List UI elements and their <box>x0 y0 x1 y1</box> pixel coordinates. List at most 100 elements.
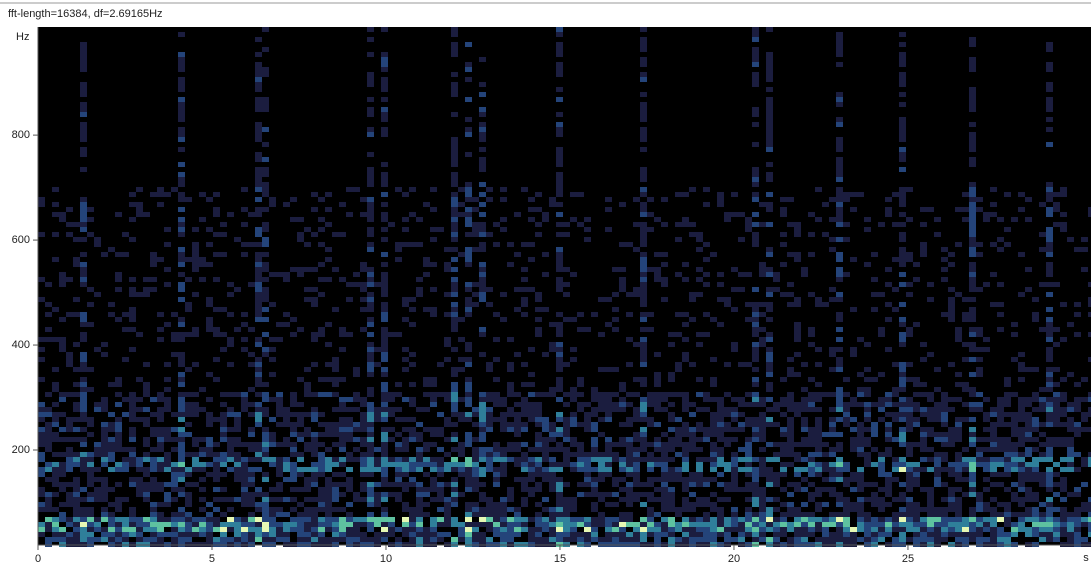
texture-cell <box>472 477 479 482</box>
texture-cell <box>381 412 388 417</box>
texture-cell <box>794 232 801 237</box>
texture-cell <box>80 527 87 532</box>
texture-cell <box>451 177 458 182</box>
texture-cell <box>948 302 955 307</box>
texture-cell <box>192 522 199 527</box>
texture-cell <box>605 517 612 522</box>
texture-cell <box>843 502 850 507</box>
texture-cell <box>528 217 535 222</box>
texture-cell <box>185 392 192 397</box>
texture-cell <box>829 462 836 467</box>
texture-cell <box>234 417 241 422</box>
texture-cell <box>682 217 689 222</box>
texture-cell <box>556 97 563 102</box>
texture-cell <box>717 472 724 477</box>
texture-cell <box>689 507 696 512</box>
texture-cell <box>416 447 423 452</box>
texture-cell <box>234 452 241 457</box>
texture-cell <box>178 412 185 417</box>
texture-cell <box>416 462 423 467</box>
texture-cell <box>248 492 255 497</box>
texture-cell <box>325 537 332 542</box>
texture-cell <box>108 487 115 492</box>
texture-cell <box>178 427 185 432</box>
texture-cell <box>59 512 66 517</box>
texture-cell <box>703 497 710 502</box>
texture-cell <box>325 512 332 517</box>
texture-cell <box>689 432 696 437</box>
texture-cell <box>402 357 409 362</box>
texture-cell <box>563 482 570 487</box>
texture-cell <box>794 252 801 257</box>
texture-cell <box>556 427 563 432</box>
texture-cell <box>843 412 850 417</box>
texture-cell <box>227 517 234 522</box>
texture-cell <box>479 422 486 427</box>
texture-cell <box>38 507 45 512</box>
texture-cell <box>472 422 479 427</box>
texture-cell <box>367 432 374 437</box>
texture-cell <box>556 352 563 357</box>
texture-cell <box>710 502 717 507</box>
texture-cell <box>997 437 1004 442</box>
texture-cell <box>913 417 920 422</box>
texture-cell <box>1060 497 1067 502</box>
texture-cell <box>73 427 80 432</box>
texture-cell <box>402 397 409 402</box>
texture-cell <box>213 377 220 382</box>
texture-cell <box>535 537 542 542</box>
texture-cell <box>969 107 976 112</box>
texture-cell <box>507 407 514 412</box>
texture-cell <box>262 392 269 397</box>
texture-cell <box>122 232 129 237</box>
texture-cell <box>808 392 815 397</box>
texture-cell <box>556 32 563 37</box>
texture-cell <box>955 527 962 532</box>
texture-cell <box>129 192 136 197</box>
texture-cell <box>738 487 745 492</box>
texture-cell <box>178 392 185 397</box>
texture-cell <box>451 217 458 222</box>
texture-cell <box>248 502 255 507</box>
texture-cell <box>262 432 269 437</box>
texture-cell <box>969 202 976 207</box>
texture-cell <box>549 437 556 442</box>
texture-cell <box>836 502 843 507</box>
texture-cell <box>766 272 773 277</box>
texture-cell <box>871 537 878 542</box>
texture-cell <box>619 407 626 412</box>
texture-cell <box>339 442 346 447</box>
texture-cell <box>115 467 122 472</box>
texture-cell <box>836 297 843 302</box>
texture-cell <box>94 452 101 457</box>
texture-cell <box>80 402 87 407</box>
texture-cell <box>906 397 913 402</box>
texture-cell <box>290 527 297 532</box>
texture-cell <box>1046 227 1053 232</box>
texture-cell <box>752 512 759 517</box>
texture-cell <box>80 332 87 337</box>
texture-cell <box>752 417 759 422</box>
texture-cell <box>465 472 472 477</box>
texture-cell <box>451 477 458 482</box>
texture-cell <box>640 397 647 402</box>
texture-cell <box>829 517 836 522</box>
texture-cell <box>493 447 500 452</box>
texture-cell <box>997 502 1004 507</box>
texture-cell <box>101 437 108 442</box>
texture-cell <box>451 197 458 202</box>
texture-cell <box>766 27 773 32</box>
texture-cell <box>633 492 640 497</box>
texture-cell <box>703 257 710 262</box>
texture-cell <box>556 532 563 537</box>
texture-cell <box>367 497 374 502</box>
texture-cell <box>143 287 150 292</box>
texture-cell <box>633 452 640 457</box>
texture-cell <box>899 437 906 442</box>
texture-cell <box>787 512 794 517</box>
texture-cell <box>626 472 633 477</box>
texture-cell <box>38 472 45 477</box>
texture-cell <box>381 432 388 437</box>
texture-cell <box>374 522 381 527</box>
texture-cell <box>836 237 843 242</box>
